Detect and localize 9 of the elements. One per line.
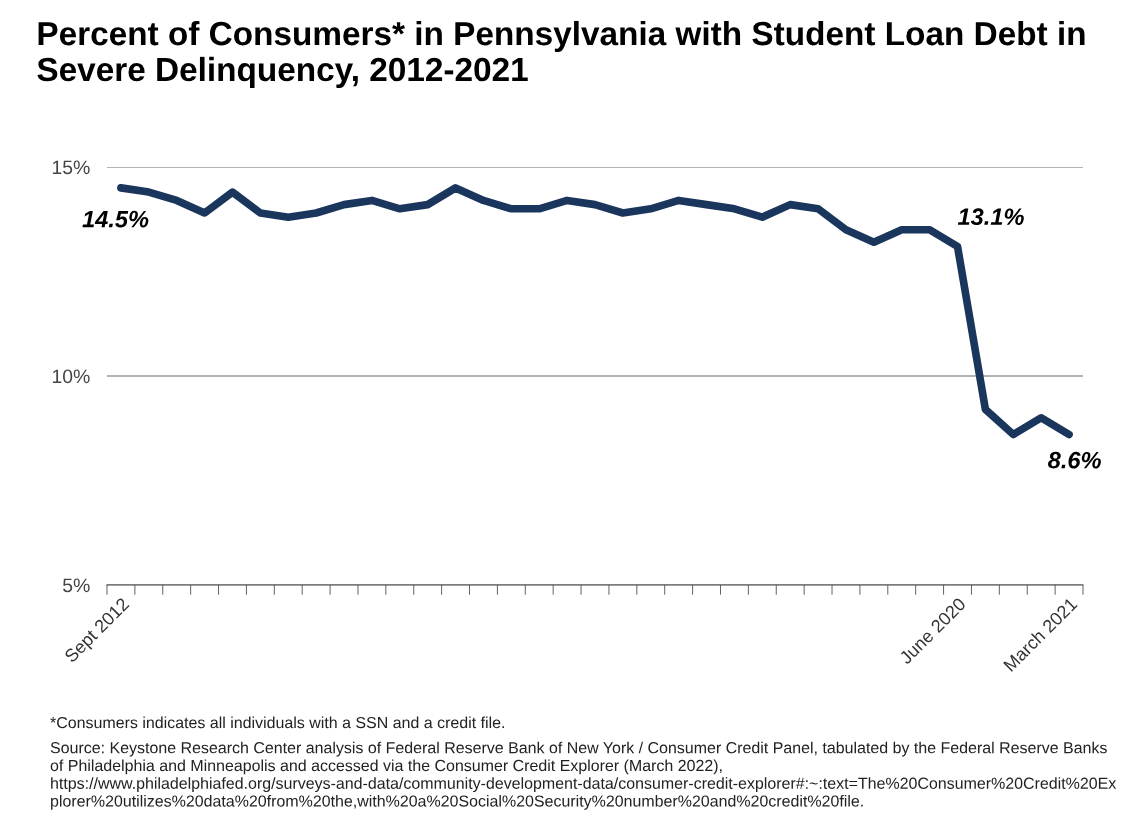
- chart-title: Percent of Consumers* in Pennsylvania with Student Loan Debt in Severe Delinquency, 2012-2021: [37, 20, 1085, 88]
- text: *Consumers indicates all individuals with a SSN and a credit file.: [50, 716, 504, 729]
- y-tick-label: 10%: [52, 369, 90, 384]
- y-tick-label: 15%: [52, 160, 90, 175]
- annotation: 13.1%: [957, 208, 1024, 226]
- y-tick-label: 5%: [63, 578, 90, 593]
- source-note: Source: Keystone Research Center analysis of Federal Reserve Bank of New York / Consumer Credit Panel, tabulated by the Federal Reserve Banks of Philadelphia and Minneapolis and accessed via the Consumer Credit Explorer (March 2022), https://www.philadelphiafed.org/surveys-and-data/community-development-data/consumer-credit-explorer#:~:text=The%20Consumer%20Credit%20Explorer%20utilizes%20data%20from%20the,with%20a%20Social%20Security%20number%20and%20credit%20file.: [50, 741, 1117, 810]
- annotation: 14.5%: [82, 210, 149, 228]
- annotation: 8.6%: [1048, 451, 1101, 469]
